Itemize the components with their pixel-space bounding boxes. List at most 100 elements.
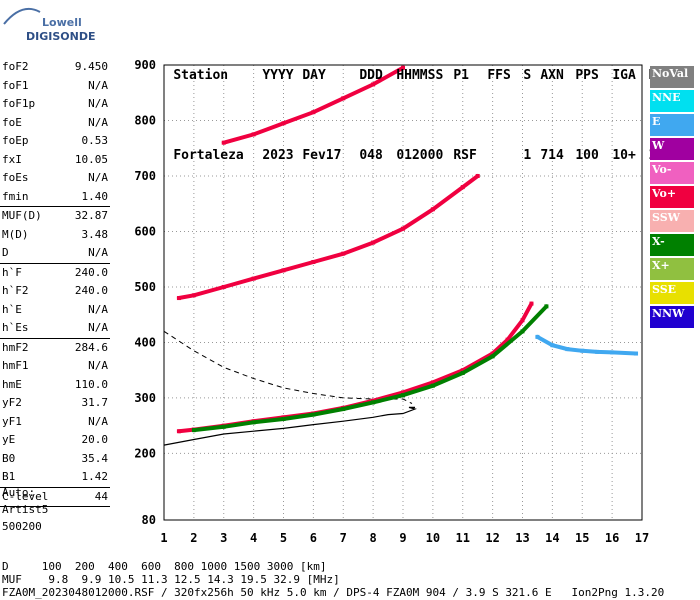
legend-entry: X+ — [650, 258, 694, 280]
legend-entry: NNW — [650, 306, 694, 328]
param-row: hmE 110.0 — [0, 376, 112, 395]
y-tick-label: 80 — [142, 513, 156, 527]
param-row: yF1 N/A — [0, 413, 112, 432]
param-separator — [0, 506, 110, 507]
param-name: hmF2 — [2, 340, 29, 354]
param-row: B1 1.42 — [0, 468, 112, 487]
param-row: foF2 9.450 — [0, 58, 112, 77]
param-name: C-level — [2, 489, 49, 503]
param-separator — [0, 486, 110, 488]
x-tick-label: 1 — [160, 531, 167, 545]
legend-entry: NNE — [650, 90, 694, 112]
autoscaling-info: Auto: Artist5 500200 — [2, 484, 48, 535]
x-tick-label: 14 — [545, 531, 559, 545]
chart-marks — [163, 65, 639, 446]
header-value: 714 — [540, 148, 564, 163]
param-row: MUF(D) 32.87 — [0, 207, 112, 226]
auto-version: 500200 — [2, 520, 42, 533]
param-row: foF1 N/A — [0, 77, 112, 96]
y-tick-label: 600 — [134, 224, 156, 238]
param-row: foEp 0.53 — [0, 132, 112, 151]
trace-point — [529, 301, 534, 306]
param-row: B0 35.4 — [0, 450, 112, 469]
trace-point — [460, 185, 465, 190]
trace-point — [281, 268, 286, 273]
trace-point — [191, 428, 196, 433]
logo-lowell: Lowell — [42, 16, 82, 29]
param-name: yF2 — [2, 396, 22, 409]
trace-point — [311, 412, 316, 417]
legend-entry: NoVal — [650, 66, 694, 88]
chart-legend: NoVal NNE E W Vo- Vo+ SSW X- X+ SSE NNW — [650, 66, 694, 330]
trace-point — [505, 337, 510, 342]
trace-point — [430, 383, 435, 388]
param-name: hmF1 — [2, 359, 29, 372]
param-value: 3.48 — [81, 227, 109, 241]
logo-digisonde: DIGISONDE — [26, 30, 96, 43]
param-row: foF1p N/A — [0, 95, 112, 114]
param-row: h`E N/A — [0, 301, 112, 320]
x-tick-label: 8 — [370, 531, 377, 545]
param-row: C-level 44 — [0, 488, 112, 507]
trace-point — [490, 354, 495, 359]
x-tick-label: 7 — [340, 531, 347, 545]
param-value: 44 — [94, 489, 108, 503]
header-value: Fortaleza — [173, 148, 244, 163]
trace-point — [634, 351, 639, 356]
legend-entry: SSE — [650, 282, 694, 304]
header-label: YYYY — [262, 68, 294, 83]
header-labels: StationYYYYDAYDDDHHMMSSP1FFSSAXNPPSIGAPS — [142, 52, 668, 100]
scaled-parameters-panel: foF2 9.450 foF1 N/A foF1p N/A foE N/A foEp 0.53 fx… — [0, 58, 112, 507]
param-name: fxI — [2, 152, 22, 166]
param-row: D N/A — [0, 244, 112, 263]
param-separator — [0, 262, 110, 264]
param-row: fxI 10.05 — [0, 151, 112, 170]
header-values: Fortaleza 2023 Fev17 048 012000 RSF 1 714 100 10+… — [142, 132, 668, 180]
logo-arc-icon — [3, 8, 41, 25]
header-value: Fev17 — [302, 148, 342, 163]
param-row: hmF2 284.6 — [0, 339, 112, 358]
param-row: M(D) 3.48 — [0, 226, 112, 245]
trace-line — [176, 301, 534, 434]
param-value: N/A — [88, 97, 108, 110]
param-name: h`E — [2, 302, 22, 316]
trace-point — [460, 368, 465, 373]
y-tick-label: 800 — [134, 113, 156, 127]
header-label: AXN — [540, 68, 564, 83]
trace-point — [341, 251, 346, 256]
y-tick-label: 500 — [134, 280, 156, 294]
x-tick-label: 10 — [426, 531, 440, 545]
x-tick-label: 2 — [190, 531, 197, 545]
header-value: 10+ — [612, 148, 636, 163]
trace-line — [191, 304, 549, 433]
param-row: yE 20.0 — [0, 431, 112, 450]
trace-point — [311, 259, 316, 264]
param-name: h`F — [2, 265, 22, 279]
trace-point — [251, 276, 256, 281]
param-value: N/A — [88, 321, 108, 334]
param-row: yF2 31.7 — [0, 394, 112, 413]
header-value: 012000 — [396, 148, 444, 163]
legend-entry: Vo+ — [650, 186, 694, 208]
trace-point — [251, 420, 256, 425]
trace-point — [371, 82, 376, 87]
plot-frame — [163, 64, 643, 521]
trace-point — [176, 296, 181, 301]
trace-point — [191, 293, 196, 298]
digisonde-logo: Lowell DIGISONDE — [2, 4, 95, 44]
trace-point — [550, 343, 555, 348]
param-separator — [0, 337, 110, 339]
x-tick-label: 4 — [250, 531, 257, 545]
x-tick-label: 15 — [575, 531, 589, 545]
param-value: 1.42 — [81, 470, 109, 483]
trace-point — [311, 110, 316, 115]
param-row: h`Es N/A — [0, 319, 112, 338]
trace-line — [176, 174, 480, 300]
trace-point — [251, 132, 256, 137]
trace-point — [520, 329, 525, 334]
trace-point — [281, 121, 286, 126]
header-label: P1 — [453, 68, 469, 83]
profile-solid-line — [163, 406, 417, 446]
header-value: 1 — [523, 148, 532, 163]
param-name: foF1p — [2, 97, 36, 110]
